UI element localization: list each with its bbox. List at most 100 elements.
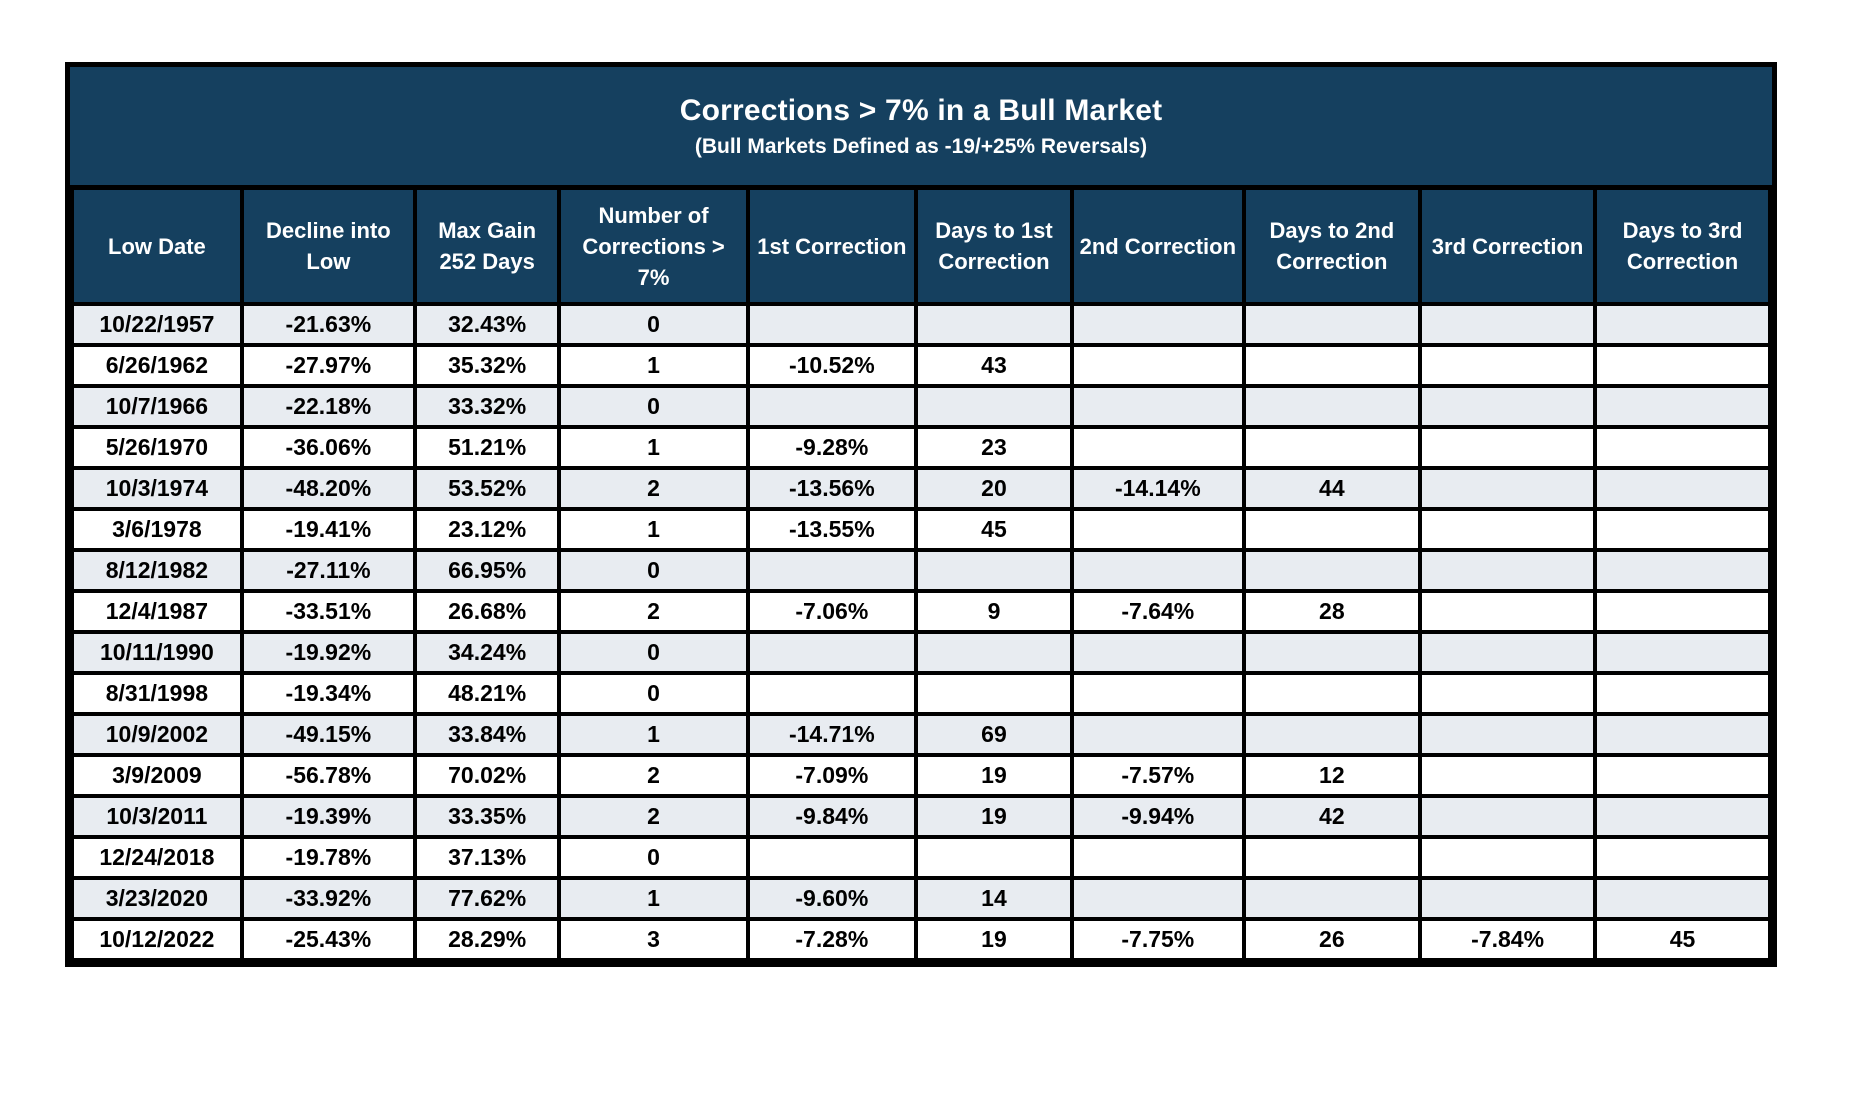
table-row: 10/22/1957 -21.63% 32.43% 0 [70, 302, 1772, 347]
table-cell: 10/3/1974 [70, 466, 244, 511]
table-cell: -10.52% [745, 343, 918, 388]
table-cell [745, 384, 918, 429]
table-cell: 1 [557, 876, 750, 921]
table-row: 3/9/2009 -56.78% 70.02% 2 -7.09% 19 -7.57% 12 [70, 753, 1772, 798]
table-cell [1593, 794, 1772, 839]
table-cell: 48.21% [412, 671, 562, 716]
table-cell: -21.63% [239, 302, 417, 347]
table-cell: 23.12% [412, 507, 562, 552]
table-cell: 12/4/1987 [70, 589, 244, 634]
table-cell: -25.43% [239, 917, 417, 962]
table-cell [1593, 630, 1772, 675]
table-cell: 12/24/2018 [70, 835, 244, 880]
table-cell: -33.92% [239, 876, 417, 921]
table-cell [1418, 548, 1598, 593]
table-cell [1418, 466, 1598, 511]
column-header: 3rd Correction [1418, 190, 1598, 306]
table-cell [1070, 876, 1246, 921]
table-cell [745, 302, 918, 347]
table-cell [1593, 384, 1772, 429]
table-cell: 3/6/1978 [70, 507, 244, 552]
table-title-banner: Corrections > 7% in a Bull Market (Bull … [70, 67, 1772, 190]
table-cell: 26 [1241, 917, 1423, 962]
table-cell [1418, 794, 1598, 839]
table-cell [913, 548, 1075, 593]
table-cell [913, 384, 1075, 429]
table-cell: 32.43% [412, 302, 562, 347]
table-cell: 69 [913, 712, 1075, 757]
table-cell [1070, 384, 1246, 429]
table-body: 10/22/1957 -21.63% 32.43% 0 6/26/1962 -27.97%… [70, 302, 1772, 962]
table-cell: 2 [557, 466, 750, 511]
table-cell: 10/12/2022 [70, 917, 244, 962]
table-row: 10/9/2002 -49.15% 33.84% 1 -14.71% 69 [70, 712, 1772, 757]
table-cell: -22.18% [239, 384, 417, 429]
table-cell [1418, 835, 1598, 880]
table-row: 10/7/1966 -22.18% 33.32% 0 [70, 384, 1772, 429]
column-header: Number of Corrections > 7% [557, 190, 750, 306]
table-cell: -7.64% [1070, 589, 1246, 634]
table-row: 6/26/1962 -27.97% 35.32% 1 -10.52% 43 [70, 343, 1772, 388]
table-cell: 2 [557, 753, 750, 798]
table-cell: -19.92% [239, 630, 417, 675]
column-header: 1st Correction [745, 190, 918, 306]
table-cell [1241, 630, 1423, 675]
table-cell: 8/12/1982 [70, 548, 244, 593]
table-cell: 66.95% [412, 548, 562, 593]
table-row: 5/26/1970 -36.06% 51.21% 1 -9.28% 23 [70, 425, 1772, 470]
table-cell [1070, 712, 1246, 757]
table-cell [1593, 466, 1772, 511]
column-header: Days to 2nd Correction [1241, 190, 1423, 306]
table-cell: 0 [557, 671, 750, 716]
table-cell: 28 [1241, 589, 1423, 634]
table-cell [1241, 548, 1423, 593]
table-cell: 12 [1241, 753, 1423, 798]
table-cell: 44 [1241, 466, 1423, 511]
table-cell [1418, 384, 1598, 429]
table-cell: -19.41% [239, 507, 417, 552]
table-cell: 34.24% [412, 630, 562, 675]
table-cell: 70.02% [412, 753, 562, 798]
table-cell: -7.06% [745, 589, 918, 634]
table-cell: 45 [913, 507, 1075, 552]
table-cell [1070, 835, 1246, 880]
table-cell [1070, 630, 1246, 675]
table-cell [1418, 302, 1598, 347]
table-cell: 5/26/1970 [70, 425, 244, 470]
table-row: 10/3/2011 -19.39% 33.35% 2 -9.84% 19 -9.94% 42 [70, 794, 1772, 839]
table-cell [1241, 425, 1423, 470]
table-cell [1593, 548, 1772, 593]
table-cell: -7.57% [1070, 753, 1246, 798]
table-cell: 35.32% [412, 343, 562, 388]
table-cell: -7.84% [1418, 917, 1598, 962]
table-cell [1593, 507, 1772, 552]
corrections-table: Corrections > 7% in a Bull Market (Bull … [65, 62, 1777, 967]
table-cell [1593, 835, 1772, 880]
table-cell [1418, 876, 1598, 921]
table-subtitle: (Bull Markets Defined as -19/+25% Revers… [694, 134, 1148, 158]
table-cell: -7.09% [745, 753, 918, 798]
table-cell: 26.68% [412, 589, 562, 634]
table-cell: 33.84% [412, 712, 562, 757]
table-title: Corrections > 7% in a Bull Market [679, 93, 1163, 127]
table-cell: 28.29% [412, 917, 562, 962]
table-cell [1593, 302, 1772, 347]
table-cell: 19 [913, 753, 1075, 798]
table-cell: 0 [557, 302, 750, 347]
column-header: 2nd Correction [1070, 190, 1246, 306]
table-row: 12/4/1987 -33.51% 26.68% 2 -7.06% 9 -7.64% 28 [70, 589, 1772, 634]
table-cell: 53.52% [412, 466, 562, 511]
table-cell [1241, 302, 1423, 347]
table-cell: 3/9/2009 [70, 753, 244, 798]
column-header: Max Gain 252 Days [412, 190, 562, 306]
table-cell [1593, 425, 1772, 470]
table-cell: -7.75% [1070, 917, 1246, 962]
table-row: 3/23/2020 -33.92% 77.62% 1 -9.60% 14 [70, 876, 1772, 921]
table-cell [1593, 589, 1772, 634]
table-cell: 1 [557, 425, 750, 470]
table-cell [1070, 671, 1246, 716]
table-cell [1418, 343, 1598, 388]
table-cell [1241, 712, 1423, 757]
table-cell [1593, 712, 1772, 757]
